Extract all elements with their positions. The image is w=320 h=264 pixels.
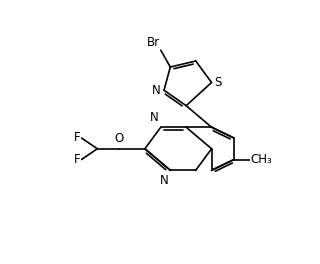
Text: N: N	[152, 84, 161, 97]
Text: N: N	[150, 111, 159, 124]
Text: S: S	[215, 76, 222, 89]
Text: N: N	[160, 174, 169, 187]
Text: O: O	[115, 132, 124, 145]
Text: F: F	[74, 131, 80, 144]
Text: Br: Br	[147, 36, 160, 49]
Text: F: F	[74, 153, 80, 166]
Text: CH₃: CH₃	[251, 153, 273, 166]
